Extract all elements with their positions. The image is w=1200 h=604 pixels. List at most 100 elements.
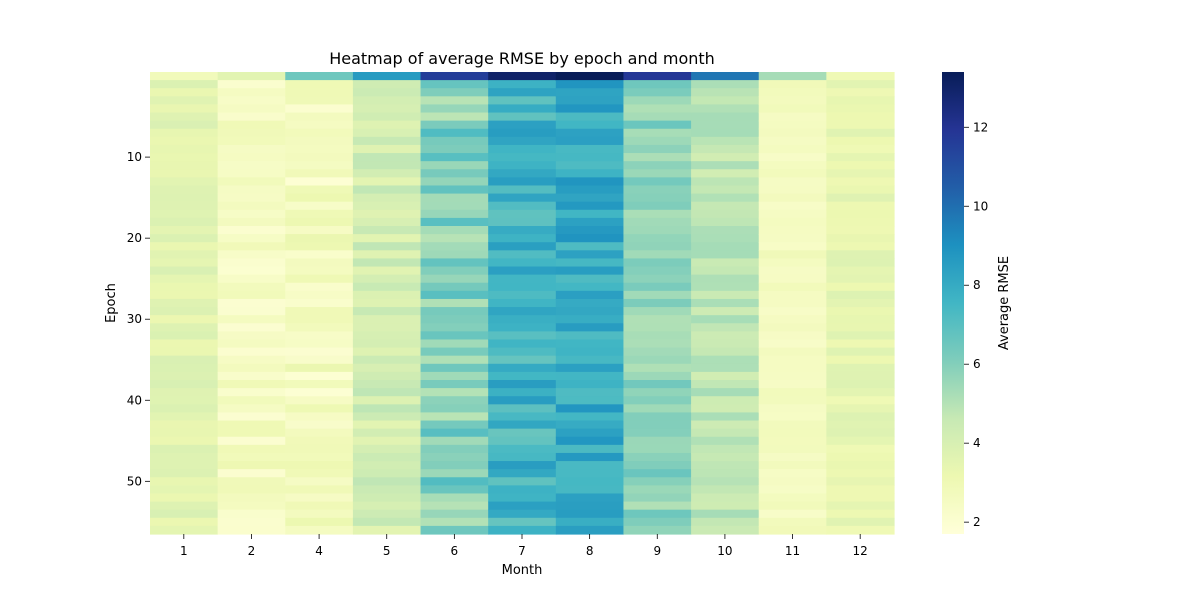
heatmap-cell (420, 136, 489, 146)
heatmap-cell (691, 153, 760, 162)
heatmap-cell (758, 161, 827, 170)
heatmap-cell (488, 436, 557, 446)
heatmap-cell (758, 452, 827, 462)
heatmap-cell (555, 371, 625, 381)
heatmap-cell (691, 493, 760, 503)
heatmap-cell (150, 517, 219, 527)
heatmap-cell (150, 274, 219, 284)
heatmap-cell (420, 290, 489, 300)
heatmap-cell (217, 509, 286, 519)
heatmap-cell (150, 315, 219, 324)
heatmap-cell (352, 412, 422, 422)
heatmap-cell (555, 339, 625, 349)
heatmap-cell (285, 501, 354, 511)
heatmap-cell (150, 217, 219, 227)
heatmap-cell (623, 355, 692, 365)
heatmap-cell (691, 161, 760, 170)
heatmap-cell (488, 331, 557, 341)
heatmap-cell (217, 242, 286, 251)
heatmap-cell (217, 315, 286, 324)
heatmap-cell (150, 136, 219, 146)
heatmap-cell (623, 477, 692, 486)
heatmap-cell (217, 290, 286, 300)
heatmap-cell (488, 388, 557, 397)
heatmap-cell (555, 290, 625, 300)
heatmap-cell (488, 120, 557, 130)
heatmap-cell (352, 242, 422, 251)
heatmap-cell (352, 517, 422, 527)
heatmap-cell (826, 404, 895, 414)
heatmap-cell (420, 444, 489, 454)
heatmap-cell (285, 185, 354, 195)
heatmap-cell (420, 226, 489, 235)
heatmap-cell (150, 153, 219, 162)
heatmap-cell (217, 136, 286, 146)
heatmap-cell (691, 469, 760, 478)
heatmap-cell (623, 144, 692, 154)
heatmap-cell (420, 282, 489, 292)
heatmap-cell (150, 347, 219, 357)
heatmap-cell (555, 128, 625, 138)
heatmap-cell (150, 493, 219, 503)
heatmap-cell (150, 266, 219, 276)
heatmap-cell (826, 525, 895, 535)
heatmap-cell (352, 201, 422, 211)
heatmap-cell (285, 428, 354, 438)
heatmap-cell (623, 258, 692, 268)
heatmap-cell (758, 501, 827, 511)
heatmap-cell (691, 355, 760, 365)
heatmap-cell (555, 96, 625, 106)
heatmap-cell (488, 112, 557, 122)
heatmap-cell (217, 461, 286, 470)
heatmap-cell (420, 396, 489, 405)
heatmap-cell (758, 307, 827, 316)
heatmap-cell (217, 104, 286, 114)
colorbar-tick-label: 12 (973, 120, 988, 134)
heatmap-cell (420, 428, 489, 438)
heatmap-cell (826, 363, 895, 373)
heatmap-cell (217, 420, 286, 430)
heatmap-cell (150, 258, 219, 268)
heatmap-cell (217, 169, 286, 178)
heatmap-cell (352, 501, 422, 511)
heatmap-cell (285, 290, 354, 300)
heatmap-cell (352, 461, 422, 470)
heatmap-cell (826, 380, 895, 389)
heatmap-cell (555, 444, 625, 454)
heatmap-cell (352, 428, 422, 438)
heatmap-cell (623, 88, 692, 97)
heatmap-cell (758, 444, 827, 454)
heatmap-cell (623, 517, 692, 527)
x-tick-label: 4 (315, 544, 323, 558)
heatmap-cell (555, 307, 625, 316)
heatmap-cell (488, 469, 557, 478)
heatmap-cell (285, 339, 354, 349)
heatmap-cell (488, 242, 557, 251)
heatmap-cell (285, 282, 354, 292)
y-axis-ticks: 10 20 30 40 50 (127, 150, 150, 488)
heatmap-cell (555, 266, 625, 276)
x-tick-label: 2 (248, 544, 256, 558)
heatmap-cell (420, 452, 489, 462)
heatmap-cell (555, 469, 625, 478)
heatmap-cell (758, 242, 827, 251)
heatmap-cell (623, 161, 692, 170)
heatmap-cell (150, 380, 219, 389)
heatmap-cell (488, 96, 557, 106)
heatmap-cell (758, 104, 827, 114)
heatmap-cell (150, 242, 219, 251)
heatmap-cell (758, 266, 827, 276)
heatmap-cell (217, 428, 286, 438)
heatmap-cell (555, 153, 625, 162)
heatmap-cell (420, 307, 489, 316)
heatmap-cell (623, 315, 692, 324)
heatmap-cell (420, 120, 489, 130)
heatmap-cell (488, 444, 557, 454)
heatmap-cell (826, 88, 895, 97)
heatmap-cell (150, 412, 219, 422)
heatmap-cell (826, 258, 895, 268)
heatmap-cell (352, 250, 422, 260)
heatmap-cell (352, 88, 422, 97)
heatmap-cell (623, 323, 692, 332)
heatmap-cell (758, 380, 827, 389)
